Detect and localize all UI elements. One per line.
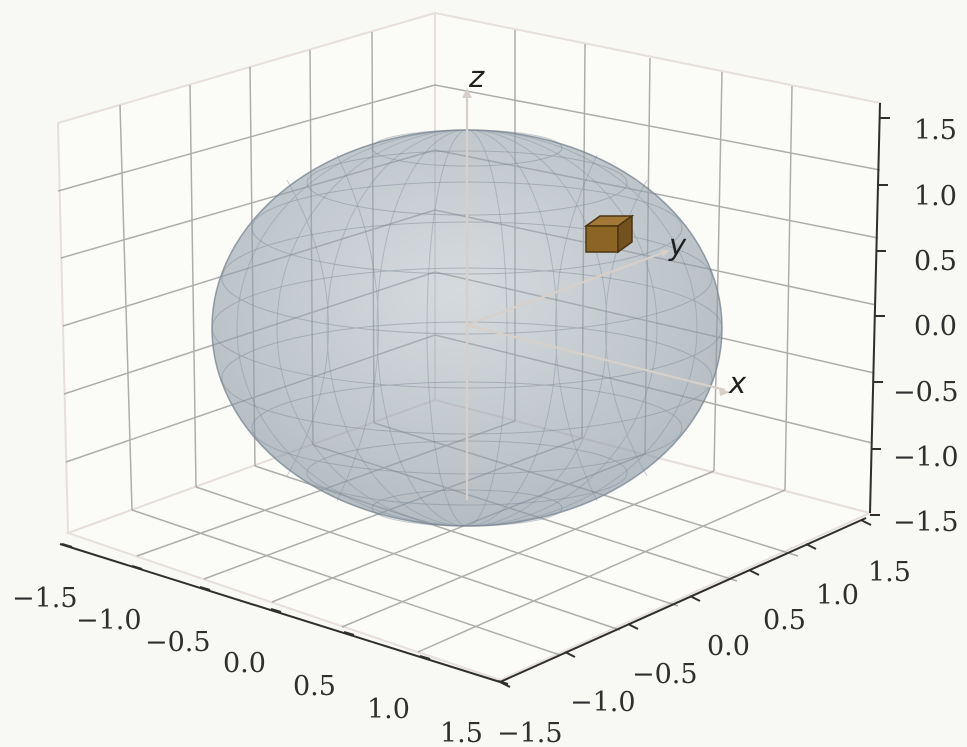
y-tick-label: 1.0	[816, 580, 859, 611]
x-axis-label: x	[728, 366, 747, 400]
x-tick-label: 0.0	[223, 648, 266, 679]
y-axis-arrow	[466, 250, 666, 327]
x-tick-label: −0.5	[145, 627, 211, 658]
sphere-longitude-lines	[236, 129, 698, 527]
z-tick-label: 1.5	[914, 115, 957, 146]
y-tick-label: −1.5	[497, 718, 563, 747]
y-axis-line	[499, 517, 867, 683]
z-tick-label: 0.5	[914, 246, 957, 277]
front-axes	[59, 102, 890, 688]
z-axis-line	[869, 102, 881, 514]
z-axis-label: z	[468, 60, 485, 94]
x-tick-label: 0.5	[293, 671, 336, 702]
axes-arrows	[465, 95, 726, 500]
z-arrow-head	[462, 88, 472, 98]
x-tick-label: 1.5	[440, 718, 483, 747]
z-tick-label: −0.5	[893, 377, 959, 408]
state-cube	[583, 214, 635, 254]
x-arrow-head	[719, 389, 731, 396]
x-tick-label: −1.5	[12, 583, 78, 614]
z-tick-label: −1.5	[893, 507, 959, 538]
y-axis-label: y	[668, 228, 687, 262]
x-tick-label: −1.0	[76, 605, 142, 636]
cube-side-face	[617, 214, 633, 254]
y-arrow-head	[660, 250, 670, 257]
y-tick-label: 1.5	[868, 557, 911, 588]
y-tick-label: 0.5	[763, 605, 806, 636]
cube-front-face	[585, 225, 619, 253]
z-tick-label: 1.0	[914, 181, 957, 212]
x-tick-label: 1.0	[367, 694, 410, 725]
y-tick-label: 0.0	[707, 631, 750, 662]
z-tick-label: −1.0	[893, 442, 959, 473]
z-tick-label: 0.0	[914, 311, 957, 342]
x-axis-arrow	[466, 323, 726, 392]
y-tick-label: −0.5	[632, 659, 698, 690]
y-tick-label: −1.0	[570, 687, 636, 718]
